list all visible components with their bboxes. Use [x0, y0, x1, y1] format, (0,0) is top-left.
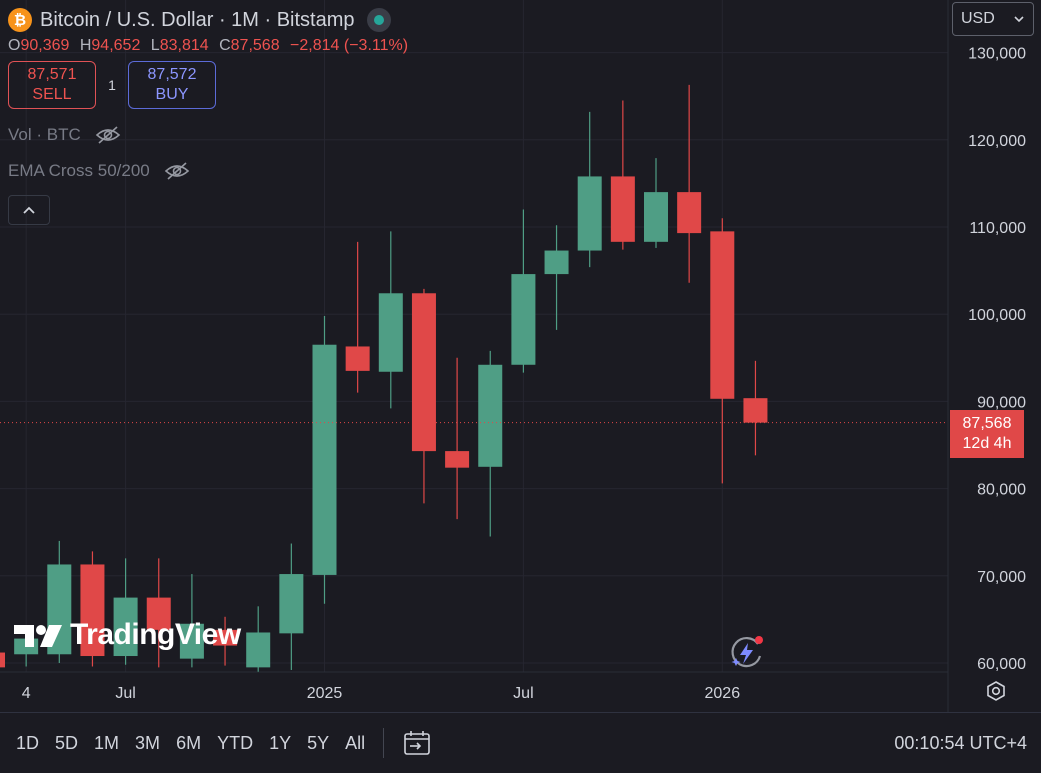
candle-body	[113, 597, 138, 657]
range-1d-button[interactable]: 1D	[16, 732, 40, 753]
x-tick-label: Jul	[115, 685, 135, 702]
chart-settings-icon[interactable]	[985, 680, 1007, 702]
tradingview-logo-icon	[14, 625, 62, 647]
high-key: H	[79, 37, 92, 54]
buy-label: BUY	[155, 86, 189, 103]
candle-body	[378, 293, 403, 372]
price-chart[interactable]: 60,00070,00080,00090,000100,000110,00012…	[0, 0, 1041, 712]
quantity[interactable]: 1	[108, 77, 116, 93]
indicator-label: EMA Cross 50/200	[8, 161, 150, 180]
bar-countdown: 12d 4h	[962, 435, 1012, 452]
collapse-legend-button[interactable]	[8, 195, 50, 225]
eye-hidden-icon[interactable]	[164, 161, 190, 181]
candle-body	[345, 346, 370, 371]
trade-panel: 87,571 SELL 1 87,572 BUY	[8, 61, 414, 109]
candle-body	[213, 629, 238, 646]
y-tick-label: 120,000	[968, 133, 1026, 150]
symbol-title[interactable]: Bitcoin / U.S. Dollar · 1M · Bitstamp	[40, 8, 355, 31]
sell-price: 87,571	[27, 66, 77, 83]
candle-body	[246, 632, 271, 668]
close-key: C	[219, 37, 231, 54]
range-5y-button[interactable]: 5Y	[307, 732, 330, 753]
low-key: L	[150, 37, 160, 54]
range-3m-button[interactable]: 3M	[135, 732, 161, 753]
candle-body	[478, 364, 503, 467]
range-all-button[interactable]: All	[345, 732, 366, 753]
range-1y-button[interactable]: 1Y	[269, 732, 292, 753]
indicator-volume[interactable]: Vol · BTC	[8, 117, 414, 153]
y-tick-label: 100,000	[968, 307, 1026, 324]
y-tick-label: 110,000	[969, 220, 1026, 237]
candle-body	[312, 344, 337, 575]
eye-hidden-icon[interactable]	[95, 125, 121, 145]
last-price-label: 87,568 12d 4h	[950, 410, 1024, 458]
candle-body	[710, 231, 735, 399]
utc-clock[interactable]: 00:10:54 UTC+4	[894, 732, 1027, 753]
candle-body	[146, 597, 171, 630]
buy-button[interactable]: 87,572 BUY	[128, 61, 216, 109]
tradingview-watermark: TradingView	[12, 618, 241, 652]
candle-body	[577, 176, 602, 251]
candle-body	[411, 293, 436, 452]
candle-body	[0, 652, 5, 668]
x-tick-label: 4	[22, 685, 31, 702]
candle-body	[511, 274, 536, 365]
toolbar-divider	[383, 728, 385, 758]
currency-selector[interactable]: USD	[952, 2, 1034, 36]
y-tick-label: 60,000	[977, 656, 1026, 673]
high-value: 94,652	[91, 37, 141, 54]
change-value: −2,814 (−3.11%)	[290, 37, 409, 54]
ai-assistant-icon[interactable]	[728, 634, 766, 672]
ohlc-values: O90,369 H94,652 L83,814 C87,568 −2,814 (…	[8, 37, 414, 55]
candle-body	[677, 192, 702, 234]
indicator-ema-cross[interactable]: EMA Cross 50/200	[8, 153, 414, 189]
candle-body	[279, 574, 304, 634]
y-tick-label: 80,000	[977, 482, 1026, 499]
x-tick-label: 2026	[705, 685, 741, 702]
last-price: 87,568	[962, 415, 1012, 432]
candle-body	[644, 192, 668, 242]
candle-body	[743, 398, 768, 423]
watermark-text: TradingView	[70, 618, 241, 651]
x-tick-label: 2025	[307, 685, 343, 702]
open-key: O	[8, 37, 21, 54]
close-value: 87,568	[230, 37, 280, 54]
range-5d-button[interactable]: 5D	[55, 732, 79, 753]
bitcoin-icon: ₿	[8, 8, 32, 32]
candle-body	[80, 564, 105, 657]
buy-price: 87,572	[147, 66, 197, 83]
chevron-down-icon	[1014, 16, 1024, 23]
x-tick-label: Jul	[513, 685, 533, 702]
market-status-icon[interactable]	[366, 8, 391, 32]
candle-body	[179, 623, 204, 659]
currency-value: USD	[961, 10, 995, 27]
y-tick-label: 130,000	[968, 46, 1026, 63]
go-to-date-icon[interactable]	[402, 729, 432, 757]
candle-body	[610, 176, 635, 242]
candle-body	[445, 451, 470, 468]
range-1m-button[interactable]: 1M	[94, 732, 120, 753]
bottom-toolbar: 1D 5D 1M 3M 6M YTD 1Y 5Y All 00:10:54 UT…	[0, 712, 1041, 773]
y-tick-label: 90,000	[977, 394, 1026, 411]
sell-button[interactable]: 87,571 SELL	[8, 61, 96, 109]
indicator-label: Vol · BTC	[8, 125, 81, 144]
open-value: 90,369	[20, 37, 70, 54]
y-tick-label: 70,000	[977, 569, 1026, 586]
range-6m-button[interactable]: 6M	[176, 732, 202, 753]
range-ytd-button[interactable]: YTD	[217, 732, 254, 753]
candle-body	[544, 250, 569, 275]
chevron-up-icon	[23, 206, 35, 214]
chart-legend: ₿ Bitcoin / U.S. Dollar · 1M · Bitstamp …	[8, 6, 414, 225]
low-value: 83,814	[159, 37, 209, 54]
sell-label: SELL	[32, 86, 72, 103]
